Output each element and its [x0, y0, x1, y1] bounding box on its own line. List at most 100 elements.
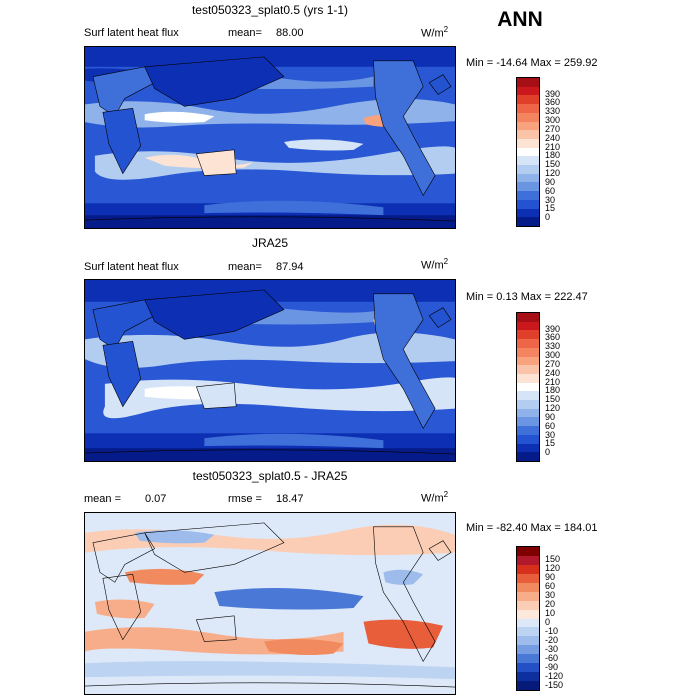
- colorbar-swatch: [517, 138, 539, 148]
- colorbar-swatch: [517, 347, 539, 357]
- colorbar-label: 60: [545, 580, 556, 591]
- panel-2-units: W/m2: [421, 257, 449, 272]
- colorbar-label: 10: [545, 607, 556, 618]
- colorbar-label: 0: [545, 447, 551, 458]
- colorbar-swatch: [517, 636, 539, 646]
- colorbar-label: 240: [545, 132, 561, 143]
- colorbar-swatch: [517, 654, 539, 664]
- colorbar-label: -30: [545, 644, 559, 655]
- panel-2-stats: Min = 0.13 Max = 222.47: [466, 291, 588, 303]
- colorbar-swatch: [517, 130, 539, 139]
- panel-3-max: 184.01: [563, 522, 598, 534]
- colorbar-label: 30: [545, 194, 556, 205]
- colorbar-swatch: [517, 600, 539, 610]
- season-title: ANN: [497, 8, 543, 31]
- panel-1-map-svg: [85, 47, 455, 228]
- colorbar-swatch: [517, 208, 539, 218]
- colorbar-swatch: [517, 408, 539, 418]
- panel-2-colorbar: [516, 312, 540, 462]
- panel-1-units: W/m2: [421, 25, 449, 40]
- panel-2-map: [84, 279, 456, 462]
- panel-3-units: W/m2: [421, 490, 449, 505]
- colorbar-swatch: [517, 95, 539, 105]
- colorbar-swatch: [517, 313, 539, 322]
- colorbar-swatch: [517, 365, 539, 374]
- panel-1-title: test050323_splat0.5 (yrs 1-1): [191, 3, 349, 17]
- colorbar-swatch: [517, 86, 539, 96]
- colorbar-swatch: [517, 434, 539, 444]
- colorbar-swatch: [517, 182, 539, 192]
- colorbar-swatch: [517, 78, 539, 87]
- colorbar-swatch: [517, 373, 539, 383]
- colorbar-label: 15: [545, 438, 556, 449]
- colorbar-swatch: [517, 356, 539, 366]
- panel-2-variable: Surf latent heat flux: [84, 261, 179, 273]
- colorbar-swatch: [517, 564, 539, 574]
- panel-1-variable: Surf latent heat flux: [84, 27, 179, 39]
- colorbar-label: 270: [545, 123, 561, 134]
- colorbar-label: 90: [545, 411, 556, 422]
- colorbar-swatch: [517, 417, 539, 427]
- colorbar-label: 330: [545, 106, 561, 117]
- colorbar-swatch: [517, 573, 539, 583]
- colorbar-label: 240: [545, 367, 561, 378]
- colorbar-label: 180: [545, 385, 561, 396]
- colorbar-label: 90: [545, 571, 556, 582]
- colorbar-label: 180: [545, 150, 561, 161]
- colorbar-label: 210: [545, 141, 561, 152]
- panel-3-stats: Min = -82.40 Max = 184.01: [466, 522, 598, 534]
- colorbar-label: -90: [545, 662, 559, 673]
- colorbar-label: 15: [545, 203, 556, 214]
- colorbar-swatch: [517, 555, 539, 565]
- colorbar-label: 120: [545, 562, 561, 573]
- panel-3-rmse-value: 18.47: [276, 493, 304, 505]
- colorbar-label: 360: [545, 97, 561, 108]
- colorbar-label: 20: [545, 598, 556, 609]
- panel-3-min: -82.40: [496, 522, 528, 534]
- colorbar-swatch: [517, 104, 539, 113]
- colorbar-swatch: [517, 147, 539, 157]
- panel-3-rmse-label: rmse =: [228, 493, 262, 505]
- colorbar-swatch: [517, 191, 539, 200]
- colorbar-label: 330: [545, 341, 561, 352]
- colorbar-label: 390: [545, 88, 561, 99]
- colorbar-swatch: [517, 400, 539, 409]
- colorbar-label: -20: [545, 635, 559, 646]
- colorbar-label: -60: [545, 653, 559, 664]
- colorbar-swatch: [517, 330, 539, 340]
- colorbar-swatch: [517, 112, 539, 122]
- colorbar-swatch: [517, 681, 539, 690]
- colorbar-label: 270: [545, 358, 561, 369]
- colorbar-swatch: [517, 663, 539, 673]
- colorbar-label: 210: [545, 376, 561, 387]
- panel-3-map-svg: [85, 513, 455, 694]
- panel-1-max: 259.92: [563, 57, 598, 69]
- colorbar-swatch: [517, 321, 539, 331]
- panel-2-map-svg: [85, 280, 455, 461]
- colorbar-label: 150: [545, 553, 561, 564]
- colorbar-swatch: [517, 391, 539, 401]
- colorbar-label: 150: [545, 159, 561, 170]
- colorbar-swatch: [517, 672, 539, 682]
- colorbar-label: -150: [545, 680, 564, 691]
- colorbar-swatch: [517, 582, 539, 592]
- colorbar-swatch: [517, 199, 539, 209]
- panel-2-mean-value: 87.94: [276, 261, 304, 273]
- colorbar-swatch: [517, 591, 539, 601]
- colorbar-label: 300: [545, 115, 561, 126]
- panel-1-mean-value: 88.00: [276, 27, 304, 39]
- colorbar-swatch: [517, 618, 539, 628]
- colorbar-label: 30: [545, 429, 556, 440]
- colorbar-swatch: [517, 217, 539, 226]
- colorbar-swatch: [517, 547, 539, 556]
- panel-3-mean-label: mean =: [84, 493, 121, 505]
- colorbar-label: 120: [545, 168, 561, 179]
- colorbar-label: 150: [545, 394, 561, 405]
- colorbar-swatch: [517, 156, 539, 166]
- colorbar-label: 360: [545, 332, 561, 343]
- colorbar-label: 0: [545, 617, 551, 628]
- colorbar-swatch: [517, 452, 539, 461]
- panel-2-min: 0.13: [496, 291, 518, 303]
- panel-1-map: [84, 46, 456, 229]
- panel-2-max: 222.47: [554, 291, 588, 303]
